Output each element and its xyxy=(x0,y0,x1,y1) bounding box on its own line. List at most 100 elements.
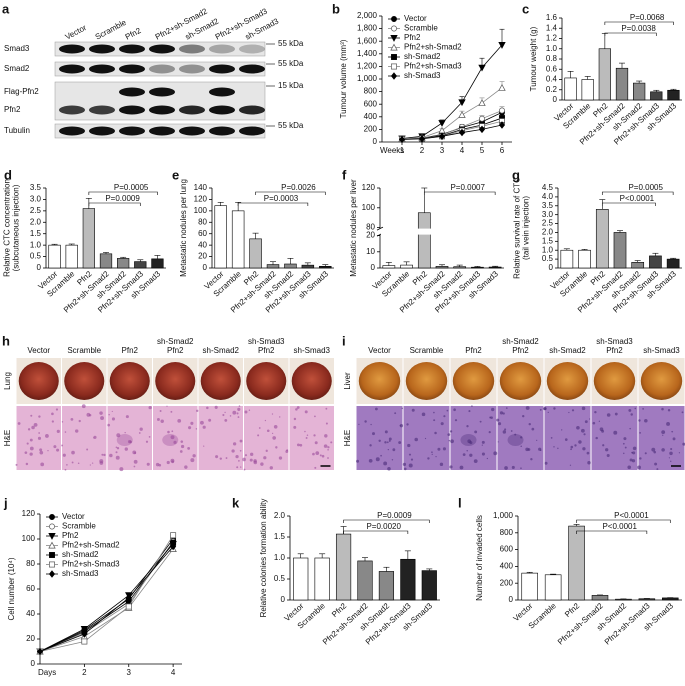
legend-label: Scramble xyxy=(62,522,96,531)
nucleus xyxy=(629,458,633,462)
error-bar xyxy=(492,265,499,268)
y-tick-label: 20 xyxy=(26,634,35,643)
organ xyxy=(200,362,241,400)
nucleus xyxy=(578,440,582,444)
nucleus xyxy=(327,446,330,449)
nucleus xyxy=(296,406,300,409)
nucleus xyxy=(442,447,446,451)
nucleus xyxy=(108,413,110,416)
nucleus xyxy=(17,422,21,425)
nucleus xyxy=(606,454,610,458)
x-tick-label: 3 xyxy=(127,668,132,677)
nucleus xyxy=(520,467,522,469)
column-label: Pfn2 xyxy=(167,346,184,355)
nucleus xyxy=(115,446,118,449)
y-tick-label: 600 xyxy=(364,99,378,108)
y-tick-label: 120 xyxy=(362,183,376,192)
blot-band xyxy=(239,64,265,74)
nucleus xyxy=(148,435,151,438)
organ xyxy=(405,362,448,400)
nucleus xyxy=(55,408,59,411)
nucleus xyxy=(468,410,471,413)
nucleus xyxy=(407,443,411,448)
nucleus xyxy=(78,419,81,423)
break-gap xyxy=(381,228,504,235)
nucleus xyxy=(668,457,670,459)
nucleus xyxy=(561,429,563,431)
nucleus xyxy=(369,444,372,447)
p-value: P=0.0005 xyxy=(114,183,149,192)
bar xyxy=(214,205,227,269)
nucleus xyxy=(574,444,577,447)
bar xyxy=(382,265,396,269)
y-tick-label: 2,000 xyxy=(357,11,378,20)
marker xyxy=(48,570,56,578)
column-label: sh-Smad2 xyxy=(549,346,586,355)
blot-band xyxy=(209,87,235,97)
nucleus xyxy=(402,462,407,467)
marker xyxy=(391,25,397,32)
nucleus xyxy=(628,408,632,412)
nucleus xyxy=(631,459,636,463)
y-tick-label: 200 xyxy=(364,125,378,134)
stained-section xyxy=(450,406,497,470)
nucleus xyxy=(111,410,113,413)
nucleus xyxy=(627,465,632,470)
y-tick-label: 0 xyxy=(509,595,514,604)
lane-label: Pfn2 xyxy=(124,26,143,42)
y-tick-label: 1.2 xyxy=(546,34,558,43)
bar xyxy=(591,595,609,601)
nucleus xyxy=(29,438,33,442)
blot-band xyxy=(119,44,145,54)
nucleus xyxy=(398,441,402,445)
nucleus xyxy=(448,439,451,442)
y-tick-label: 1.0 xyxy=(542,245,554,254)
nucleus xyxy=(315,451,320,455)
nucleus xyxy=(598,420,601,422)
column-label: sh-Smad2 xyxy=(203,346,240,355)
nucleus xyxy=(237,407,241,411)
y-tick-label: 1,400 xyxy=(357,49,378,58)
nucleus xyxy=(279,416,281,418)
panel-letter: j xyxy=(3,495,8,510)
nucleus xyxy=(45,434,49,438)
nucleus xyxy=(299,443,303,447)
nucleus xyxy=(644,452,647,455)
nucleus xyxy=(446,409,449,412)
nucleus xyxy=(171,430,174,433)
nucleus xyxy=(581,428,585,433)
nucleus xyxy=(613,430,618,435)
nucleus xyxy=(570,445,574,449)
nucleus xyxy=(253,460,258,465)
nucleus xyxy=(244,410,248,414)
y-tick-label: 20 xyxy=(198,252,207,261)
marker xyxy=(125,603,132,610)
error-bar xyxy=(653,89,660,92)
blot-band xyxy=(209,126,235,136)
nucleus xyxy=(453,408,456,412)
nucleus xyxy=(264,419,267,422)
nucleus xyxy=(408,463,413,468)
size-marker: 55 kDa xyxy=(278,59,304,68)
nucleus xyxy=(100,416,105,420)
nucleus xyxy=(99,459,104,464)
y-tick-label: 400 xyxy=(500,562,514,571)
nucleus xyxy=(380,454,382,457)
organ xyxy=(593,362,636,400)
blot-band xyxy=(149,64,175,74)
nucleus xyxy=(564,438,568,441)
nucleus xyxy=(53,445,57,449)
nucleus xyxy=(669,451,673,456)
nucleus xyxy=(605,448,609,452)
bar xyxy=(65,244,78,269)
nucleus xyxy=(61,421,64,423)
error-bar xyxy=(120,256,127,259)
nodule xyxy=(116,434,133,446)
significance-bracket xyxy=(576,519,671,523)
error-bar xyxy=(617,230,623,233)
nucleus xyxy=(408,453,412,456)
error-bar xyxy=(270,261,276,265)
nucleus xyxy=(504,466,508,470)
nucleus xyxy=(296,443,300,447)
